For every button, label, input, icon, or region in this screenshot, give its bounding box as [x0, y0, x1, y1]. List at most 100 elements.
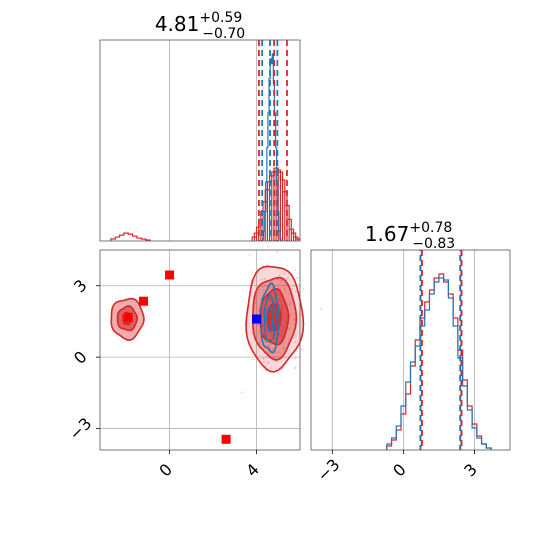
- scatter-point: [258, 291, 261, 293]
- scatter-point: [264, 365, 267, 367]
- frame-right: [310, 249, 511, 451]
- joint-contour-panel: 0 4 −3 0 3: [65, 245, 322, 481]
- scatter-point: [282, 348, 284, 351]
- scatter-point: [258, 347, 261, 350]
- title-param2-value: 1.67: [365, 222, 410, 246]
- scatter-point: [251, 271, 254, 273]
- scatter-point: [258, 331, 261, 334]
- title-param2: 1.67+0.78 −0.83: [365, 220, 455, 252]
- marker-red-2: [165, 270, 175, 280]
- scatter-point: [275, 351, 278, 354]
- scatter-point: [265, 285, 268, 287]
- scatter-point: [294, 366, 297, 369]
- title-param1: 4.81+0.59 −0.70: [155, 10, 245, 42]
- contour-blue-level-2: [265, 306, 274, 332]
- marker-red-0: [123, 312, 133, 322]
- scatter-point: [288, 303, 291, 306]
- scatter-point: [292, 318, 295, 321]
- scatter-point: [263, 360, 266, 363]
- title-param2-sub: −0.83: [412, 236, 455, 252]
- scatter-point: [254, 302, 257, 305]
- y-tick-label: 3: [70, 276, 91, 297]
- scatter-point: [285, 284, 287, 286]
- scatter-point: [286, 302, 289, 304]
- hist-blue: [386, 277, 492, 450]
- scatter-point: [269, 286, 272, 289]
- scatter-point: [290, 288, 293, 291]
- scatter-point: [288, 293, 291, 296]
- scatter-point: [279, 351, 281, 354]
- scatter-point: [290, 301, 292, 303]
- scatter-point: [267, 352, 270, 355]
- scatter-point: [257, 323, 260, 326]
- scatter-point: [268, 361, 270, 364]
- marginal-histogram-param1: [99, 39, 301, 242]
- y-tick-label: −3: [65, 414, 95, 444]
- frame-joint: [99, 249, 301, 451]
- marker-blue: [252, 314, 262, 324]
- hist-red: [386, 273, 492, 450]
- scatter-point: [300, 348, 303, 351]
- scatter-point: [271, 285, 273, 287]
- contour-red-level-3: [266, 302, 282, 331]
- marker-red-3: [221, 434, 231, 444]
- scatter-point: [266, 356, 269, 359]
- scatter-point: [255, 344, 258, 347]
- scatter-point: [252, 358, 255, 361]
- scatter-point: [289, 315, 291, 318]
- scatter-point: [280, 279, 283, 282]
- scatter-point: [276, 250, 279, 253]
- scatter-point: [288, 327, 291, 329]
- title-param1-sup: +0.59: [199, 10, 242, 26]
- scatter-point: [262, 357, 265, 360]
- scatter-point: [290, 313, 293, 316]
- scatter-point: [254, 297, 257, 300]
- title-param1-sub: −0.70: [202, 26, 245, 42]
- scatter-point: [263, 277, 266, 280]
- scatter-point: [262, 289, 265, 292]
- scatter-point: [284, 290, 287, 293]
- scatter-point: [283, 272, 286, 275]
- title-param1-value: 4.81: [155, 12, 200, 36]
- scatter-point: [267, 344, 269, 347]
- x-tick-label: 3: [460, 460, 481, 481]
- scatter-point: [266, 362, 269, 364]
- frame-top: [99, 39, 301, 242]
- scatter-point: [295, 335, 297, 337]
- scatter-point: [293, 337, 295, 340]
- scatter-point: [250, 332, 253, 335]
- scatter-point: [302, 287, 305, 290]
- scatter-point: [261, 286, 264, 289]
- scatter-point: [294, 341, 297, 343]
- scatter-point: [319, 308, 322, 311]
- scatter-point: [293, 312, 296, 314]
- scatter-point: [268, 346, 271, 349]
- scatter-point: [258, 341, 261, 344]
- scatter-point: [300, 314, 303, 316]
- hist-red: [110, 167, 301, 241]
- x-tick-label: 0: [155, 460, 176, 481]
- scatter-point: [296, 277, 299, 279]
- marker-red-1: [138, 296, 148, 306]
- x-tick-label: 4: [242, 460, 263, 481]
- marginal-histogram-param2: −3 0 3: [310, 249, 511, 485]
- scatter-point: [269, 343, 272, 346]
- scatter-point: [295, 290, 297, 293]
- scatter-point: [278, 275, 281, 277]
- scatter-point: [268, 343, 271, 345]
- scatter-point: [271, 348, 274, 350]
- scatter-point: [266, 264, 269, 266]
- scatter-point: [260, 278, 263, 281]
- scatter-point: [283, 346, 286, 349]
- scatter-point: [262, 340, 265, 343]
- scatter-point: [240, 391, 243, 394]
- x-tick-label: −3: [313, 455, 343, 485]
- scatter-point: [283, 288, 286, 290]
- x-tick-label: 0: [389, 460, 410, 481]
- scatter-point: [248, 254, 251, 256]
- scatter-point: [279, 288, 282, 291]
- scatter-point: [294, 268, 296, 271]
- title-param2-sup: +0.78: [409, 220, 452, 236]
- contour-blue-level-1: [263, 293, 277, 342]
